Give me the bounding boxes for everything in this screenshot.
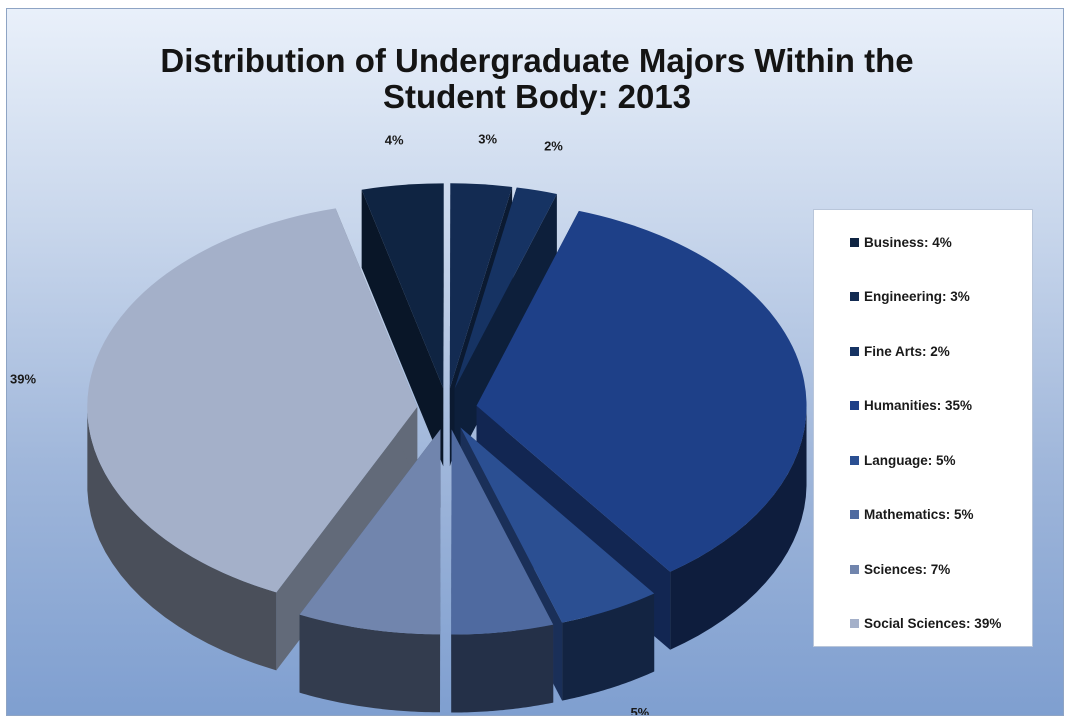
legend-swatch: [850, 455, 859, 465]
data-label-fine-arts: 2%: [544, 139, 563, 154]
pie-chart: 4%3%2%35%5%5%7%39%: [10, 131, 881, 715]
pie-slice-side: [562, 593, 655, 701]
legend-label: Sciences: 7%: [864, 561, 951, 577]
legend-label: Mathematics: 5%: [864, 507, 974, 522]
legend-item-sciences: Sciences: 7%: [850, 559, 950, 579]
legend-item-business: Business: 4%: [850, 232, 952, 252]
data-label-language: 5%: [630, 705, 649, 715]
legend-label: Engineering: 3%: [864, 289, 970, 304]
chart-legend: Business: 4% Engineering: 3% Fine Arts: 2%…: [813, 209, 1033, 647]
legend-label: Social Sciences: 39%: [864, 616, 1002, 631]
chart-title: Distribution of Undergraduate Majors Wit…: [97, 43, 977, 115]
pie-slice-top: [299, 429, 441, 635]
legend-item-humanities: Humanities: 35%: [850, 396, 972, 416]
pie-slice-top: [87, 208, 418, 593]
data-label-business: 4%: [385, 132, 404, 147]
legend-label: Language: 5%: [864, 452, 956, 468]
legend-swatch: [850, 564, 859, 574]
pie-slice-fine-arts: [454, 187, 557, 467]
pie-slice-top: [449, 183, 513, 389]
pie-slice-side: [670, 407, 807, 650]
pie-slice-mathematics: [451, 429, 554, 713]
chart-title-line-2: Student Body: 2013: [382, 78, 692, 115]
legend-label: Humanities: 35%: [864, 398, 973, 413]
legend-swatch: [850, 346, 859, 356]
pie-slice-sciences: [299, 429, 441, 713]
pie-slice-side: [299, 614, 441, 713]
chart-title-line-1: Distribution of Undergraduate Majors Wit…: [160, 42, 914, 79]
pie-slice-top: [454, 187, 557, 389]
legend-label: Business: 4%: [864, 234, 952, 250]
pie-slice-business: [361, 183, 444, 467]
legend-swatch: [850, 401, 859, 410]
pie-slice-side: [451, 624, 554, 713]
legend-swatch: [850, 619, 859, 628]
legend-swatch: [850, 292, 859, 301]
pie-slice-top: [361, 183, 444, 389]
pie-slice-wall: [454, 193, 557, 467]
data-label-social-sciences: 39%: [10, 372, 36, 387]
legend-label: Fine Arts: 2%: [864, 343, 950, 359]
legend-swatch: [850, 510, 859, 519]
pie-slice-top: [460, 427, 655, 623]
pie-slice-wall: [361, 189, 444, 467]
pie-slice-social-sciences: [87, 208, 418, 671]
pie-slice-top: [451, 429, 554, 635]
legend-item-social-sciences: Social Sciences: 39%: [850, 614, 1001, 634]
legend-item-language: Language: 5%: [850, 450, 956, 470]
data-label-engineering: 3%: [478, 131, 497, 146]
legend-item-engineering: Engineering: 3%: [850, 287, 970, 307]
legend-swatch: [850, 237, 859, 247]
chart-frame: 4%3%2%35%5%5%7%39% Distribution of Under…: [6, 8, 1064, 716]
legend-item-mathematics: Mathematics: 5%: [850, 505, 974, 525]
legend-item-fine-arts: Fine Arts: 2%: [850, 341, 950, 361]
pie-slice-side: [87, 412, 277, 671]
pie-slice-top: [476, 210, 807, 572]
